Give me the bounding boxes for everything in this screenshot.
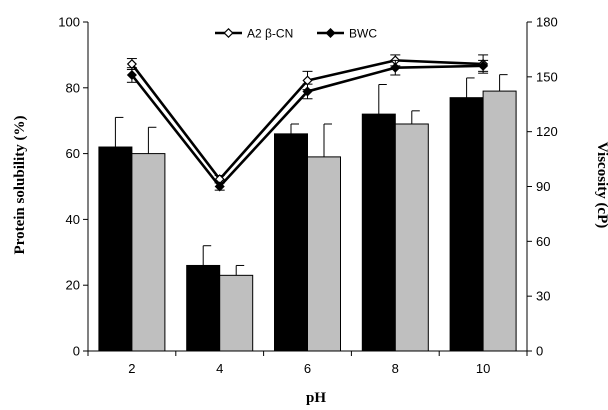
- y-tick-label-20: 20: [66, 278, 80, 293]
- y2-tick-label-30: 30: [536, 289, 550, 304]
- y-tick-label-60: 60: [66, 146, 80, 161]
- bar-s2-ph10: [482, 90, 517, 352]
- bar-s2-ph4: [219, 274, 254, 352]
- bar-s2-ph6: [307, 156, 341, 352]
- point-bwc-ph8: [390, 62, 401, 73]
- y-tick-label-100: 100: [58, 15, 80, 30]
- line-series: [126, 54, 489, 192]
- y-tick-label-40: 40: [66, 212, 80, 227]
- y2-tick-label-0: 0: [536, 344, 543, 359]
- legend-marker-bwc: [325, 27, 336, 39]
- point-bwc-ph6: [302, 86, 313, 97]
- y2-tick-label-120: 120: [536, 124, 558, 139]
- x-tick-label-4: 4: [216, 361, 223, 376]
- legend-marker-a2-beta-cn: [223, 27, 234, 39]
- legend-label-a2-beta-cn: A2 β-CN: [247, 27, 293, 41]
- y2-tick-label-180: 180: [536, 15, 558, 30]
- x-axis-title: pH: [306, 390, 326, 406]
- y2-tick-label-150: 150: [536, 69, 558, 84]
- bar-s2-ph8: [394, 123, 429, 352]
- y2-axis-title: Viscosity (cP): [594, 142, 608, 229]
- y-tick-label-0: 0: [73, 344, 80, 359]
- x-tick-label-2: 2: [128, 361, 135, 376]
- tick-labels: 0 20 40 60 80 100 0 30 60 90 120 150 180 2 4 6 8 10: [58, 15, 557, 377]
- bar-s1-ph2: [98, 146, 133, 352]
- y2-tick-label-60: 60: [536, 234, 550, 249]
- legend: A2 β-CN BWC: [215, 27, 377, 41]
- axes: [83, 21, 532, 356]
- bars: [98, 90, 517, 352]
- bar-s1-ph4: [186, 264, 221, 352]
- y-axis-title: Protein solubility (%): [12, 116, 28, 255]
- x-tick-label-10: 10: [476, 361, 490, 376]
- point-bwc-ph10: [478, 60, 489, 71]
- bar-s1-ph10: [449, 97, 484, 352]
- point-bwc-ph4: [214, 181, 225, 192]
- x-tick-label-6: 6: [304, 361, 311, 376]
- point-bwc-ph2: [126, 69, 137, 81]
- legend-label-bwc: BWC: [349, 27, 377, 41]
- bar-s1-ph8: [361, 113, 396, 352]
- bar-s2-ph2: [131, 153, 166, 352]
- y-tick-label-80: 80: [66, 80, 80, 95]
- x-tick-label-8: 8: [392, 361, 399, 376]
- y2-tick-label-90: 90: [536, 179, 550, 194]
- bar-error-bars: [114, 74, 508, 276]
- bar-s1-ph6: [274, 133, 308, 352]
